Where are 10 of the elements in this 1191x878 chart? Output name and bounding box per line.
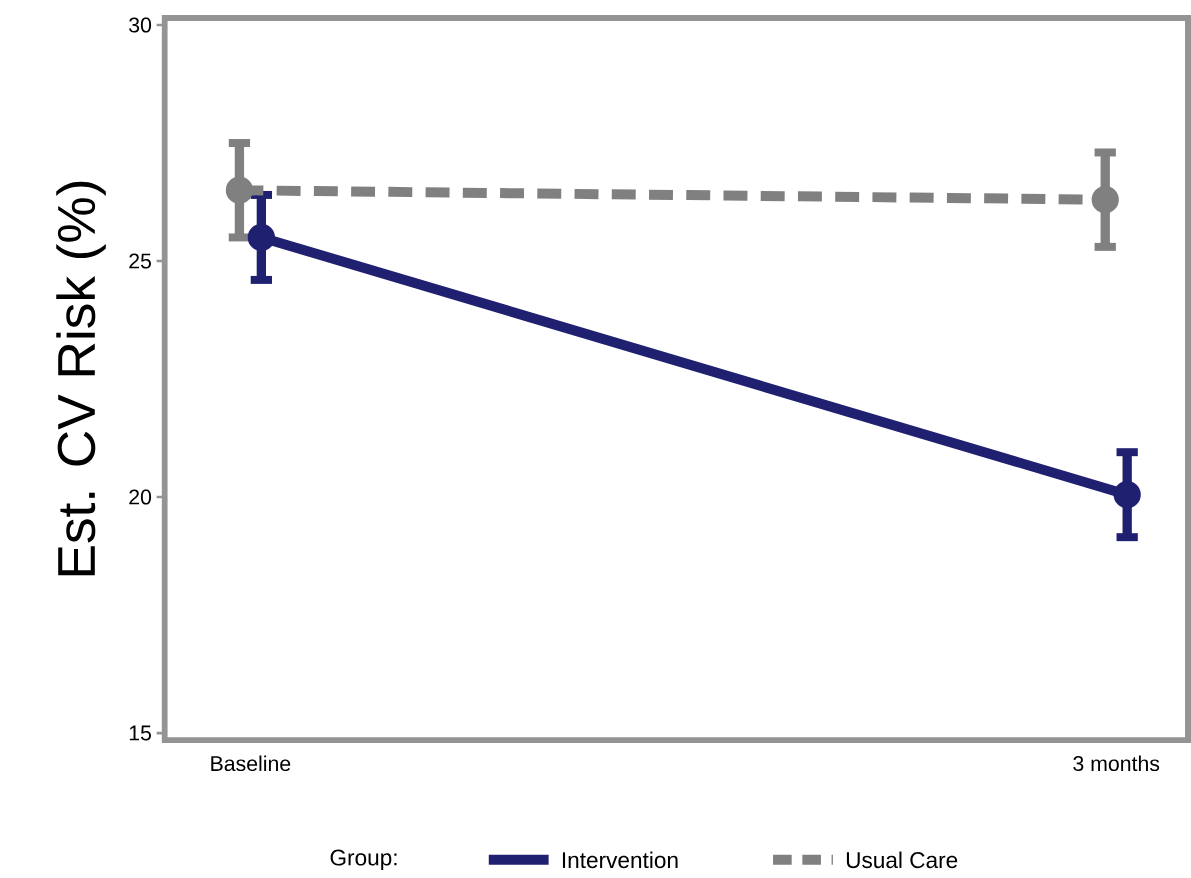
- y-tick-label: 30: [129, 17, 152, 33]
- y-tick-label: 20: [129, 489, 152, 505]
- x-tick-label: 3 months: [1073, 755, 1160, 772]
- y-tick-label: 15: [129, 725, 151, 741]
- y-axis-title: Est. CV Risk (%): [56, 181, 106, 576]
- legend-label: Usual Care: [846, 851, 958, 869]
- legend-label: Intervention: [562, 851, 678, 869]
- y-tick-label: 25: [129, 253, 151, 269]
- legend-title: Group:: [330, 849, 397, 871]
- x-tick-label: Baseline: [211, 755, 291, 772]
